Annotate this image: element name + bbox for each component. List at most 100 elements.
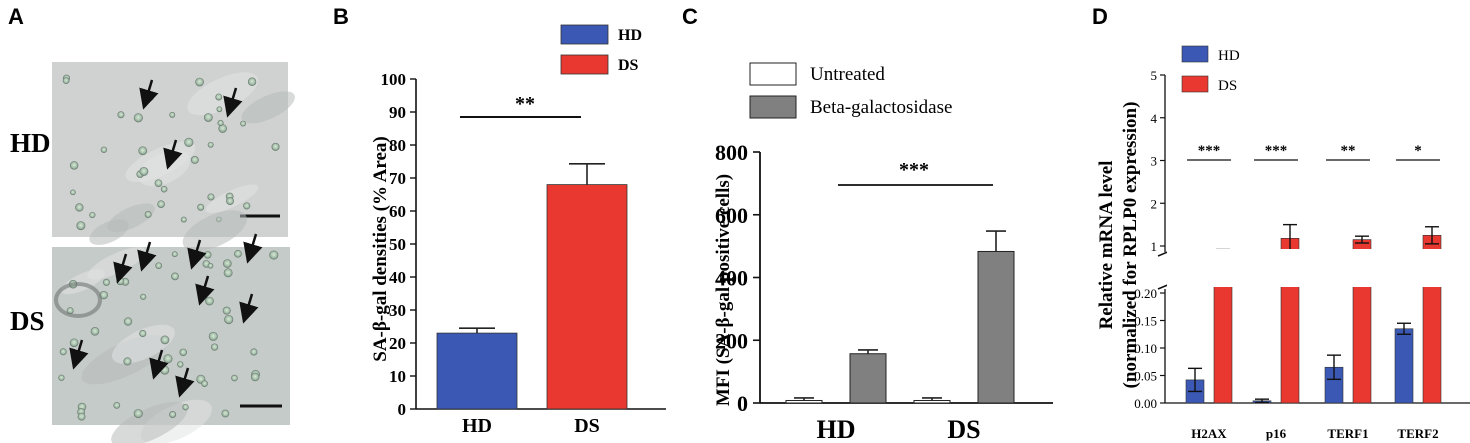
x-tick-label: DS (574, 415, 600, 437)
bar-hd-untreated (785, 399, 823, 404)
cell (179, 348, 187, 357)
panel-c-chart: 0 200 400 600 800 HD DS *** Untreated Beta-galact… (715, 62, 1053, 443)
y-tick-label: 3 (1151, 154, 1158, 169)
panel-letter-c: C (682, 4, 698, 29)
cell (184, 137, 194, 147)
significance-stars: *** (899, 159, 929, 181)
cell (269, 250, 279, 260)
bar-hd-beta (849, 353, 887, 404)
legend-label-hd: HD (1218, 48, 1240, 64)
significance-stars: ** (515, 93, 535, 115)
cell (222, 306, 231, 315)
legend-swatch (749, 95, 797, 119)
cell (223, 268, 233, 278)
texture-blob (111, 324, 175, 364)
cell (123, 317, 133, 326)
legend-label-ds: DS (618, 57, 639, 74)
cell (207, 262, 214, 269)
cell (163, 354, 173, 364)
panel-d-y-label: Relative mRNA level (1096, 161, 1117, 330)
cell (133, 113, 143, 123)
cell (69, 161, 79, 170)
cell (117, 111, 125, 119)
significance-stars: *** (1198, 143, 1221, 159)
panel-d-y-label-2: (normalized for RPLP0 expression) (1120, 102, 1141, 389)
cell (77, 412, 86, 421)
x-tick-label: DS (947, 415, 980, 443)
legend-swatch-hd (1181, 45, 1209, 63)
significance-stars: *** (1265, 143, 1288, 159)
texture-blob (187, 72, 259, 116)
panel-b-y-label: SA-β-gal densities (% Area) (370, 136, 391, 362)
cell (215, 93, 223, 101)
y-tick-label: 0.10 (1134, 341, 1157, 356)
cell (123, 357, 132, 366)
y-tick-label: 600 (715, 203, 748, 228)
x-tick-label: H2AX (1191, 426, 1227, 441)
cell (139, 329, 147, 338)
x-tick-label: TERF2 (1397, 426, 1438, 441)
legend-swatch (749, 62, 797, 86)
cell (226, 197, 234, 206)
cell (190, 155, 199, 164)
legend-label: Untreated (810, 64, 885, 85)
arrow-marker (223, 87, 243, 118)
legend-label-hd: HD (618, 27, 642, 44)
cell (234, 249, 242, 258)
cell (177, 361, 184, 368)
cell (271, 142, 280, 151)
cell (250, 348, 258, 356)
cell (223, 259, 232, 268)
x-tick-label: HD (462, 415, 492, 437)
cell (90, 327, 100, 336)
y-tick-label: 0 (737, 391, 748, 416)
cell (180, 216, 187, 223)
cell (116, 277, 125, 286)
texture-blob (54, 282, 102, 318)
y-tick-label: 30 (389, 301, 406, 320)
bar-terf2-hd (1394, 328, 1414, 404)
cell (182, 404, 189, 411)
texture-blob (89, 219, 129, 245)
cell (250, 372, 260, 382)
panel-c-y-label: MFI (SA-β-gal positive cells) (713, 174, 734, 406)
y-tick-label: 4 (1151, 111, 1158, 126)
cell (171, 272, 179, 281)
texture-blob (241, 91, 295, 124)
image-label-hd: HD (10, 128, 51, 158)
y-tick-label: 20 (389, 334, 406, 353)
legend-swatch-ds (1181, 75, 1209, 93)
cell (139, 166, 149, 176)
cell (69, 338, 79, 348)
cell (75, 203, 84, 212)
arrow-marker (137, 241, 157, 272)
panel-d-chart: 0.000.050.100.150.2012345H2AX***p16***TE… (1134, 45, 1470, 441)
arrow-marker (187, 239, 207, 270)
y-tick-label: 0 (398, 400, 407, 419)
panel-letter-a: A (8, 4, 24, 29)
cell (62, 77, 70, 84)
y-tick-label: 80 (389, 136, 406, 155)
image-label-ds: DS (10, 306, 45, 336)
axis-break-gap (1167, 249, 1470, 287)
significance-stars: * (1414, 143, 1422, 159)
y-tick-label: 0.20 (1134, 286, 1157, 301)
y-tick-label: 800 (715, 140, 748, 165)
cell (144, 211, 152, 219)
arrow-marker (113, 253, 133, 284)
cell (140, 293, 147, 300)
arrow-marker (243, 233, 263, 264)
cell (231, 374, 238, 382)
cell (160, 185, 168, 193)
y-tick-label: 50 (389, 235, 406, 254)
cell (133, 409, 143, 419)
cell (169, 411, 177, 419)
y-tick-label: 400 (715, 266, 748, 291)
y-tick-label: 0.15 (1134, 314, 1157, 329)
x-tick-label: TERF1 (1327, 426, 1368, 441)
bar-hd (436, 332, 518, 410)
arrow-marker (175, 367, 195, 398)
y-tick-label: 0.05 (1134, 369, 1157, 384)
y-tick-label: 10 (389, 367, 406, 386)
